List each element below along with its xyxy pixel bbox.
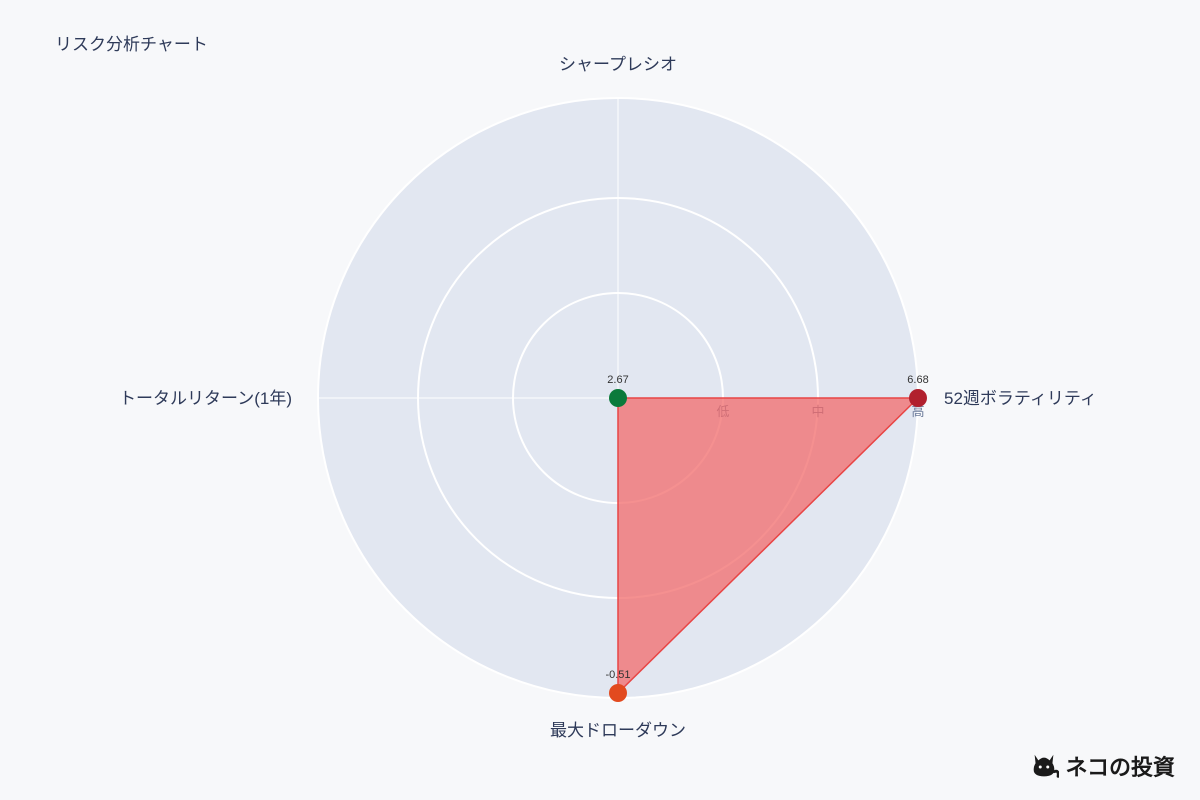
cat-icon: [1029, 751, 1059, 781]
svg-text:最大ドローダウン: 最大ドローダウン: [550, 721, 686, 740]
watermark-text: ネコの投資: [1065, 750, 1175, 782]
svg-text:52週ボラティリティ: 52週ボラティリティ: [944, 389, 1097, 408]
radar-chart: 低中高2.676.68-0.51シャープレシオ52週ボラティリティ最大ドローダウ…: [0, 0, 1200, 800]
svg-text:シャープレシオ: シャープレシオ: [559, 55, 677, 74]
svg-text:-0.51: -0.51: [605, 669, 630, 681]
svg-text:2.67: 2.67: [607, 374, 628, 386]
svg-text:6.68: 6.68: [907, 374, 928, 386]
svg-text:トータルリターン(1年): トータルリターン(1年): [119, 389, 292, 408]
watermark: ネコの投資: [1029, 750, 1175, 782]
